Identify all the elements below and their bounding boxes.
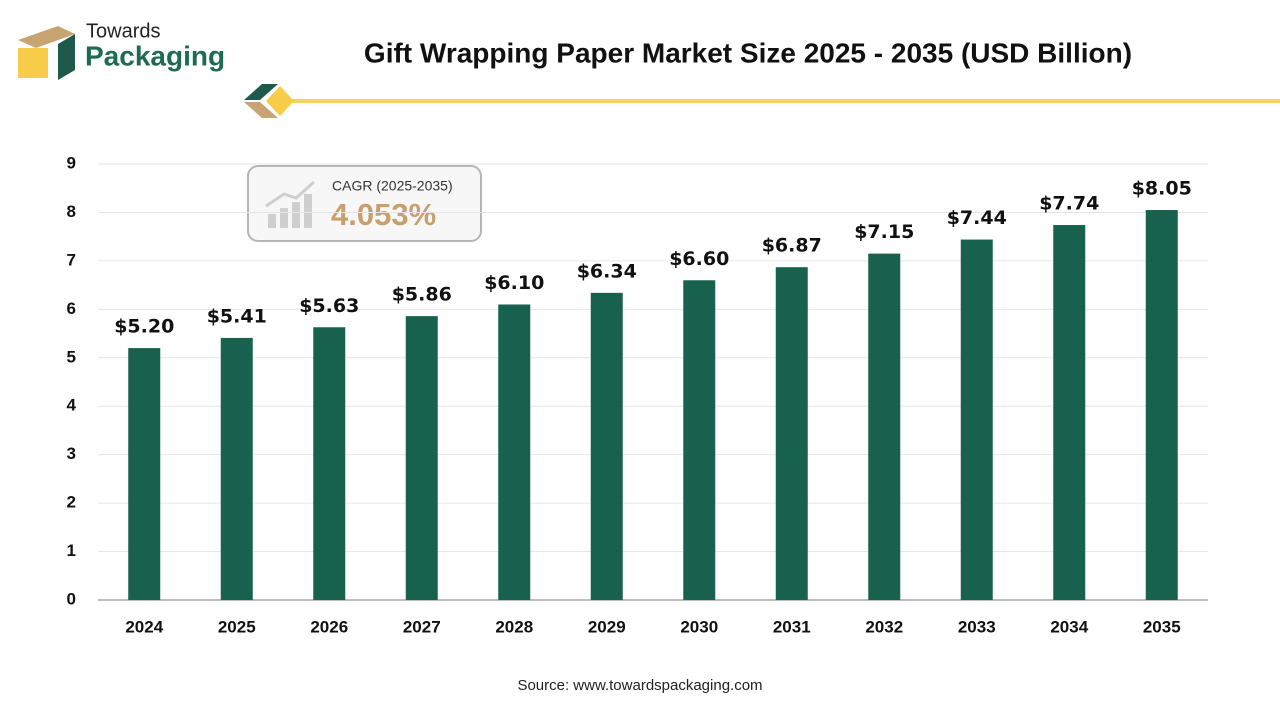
value-label: $5.63: [299, 295, 359, 317]
bar: [590, 292, 623, 600]
value-label: $6.60: [669, 248, 729, 270]
logo: Towards Packaging: [18, 20, 225, 80]
plot: 0 1 2 3 4 5 6 7 8 9 2024 $5.20 2025 $5.41 2026 $5.63 202…: [67, 153, 1208, 636]
x-tick-label: 2031: [773, 617, 811, 636]
chart-title: Gift Wrapping Paper Market Size 2025 - 2…: [364, 37, 1132, 68]
bar: [128, 348, 161, 600]
x-tick-label: 2034: [1050, 617, 1088, 636]
bar: [1145, 210, 1178, 600]
value-label: $7.44: [947, 207, 1007, 229]
y-tick-label: 6: [67, 299, 76, 318]
value-label: $6.34: [577, 260, 637, 282]
cagr-box: CAGR (2025-2035) 4.053%: [247, 165, 482, 242]
bar: [220, 337, 253, 600]
value-label: $6.10: [484, 272, 544, 294]
x-tick-label: 2028: [495, 617, 533, 636]
y-tick-label: 0: [67, 589, 76, 608]
bar: [868, 253, 901, 600]
logo-text: Towards: [86, 20, 160, 42]
x-tick-label: 2032: [865, 617, 903, 636]
header-divider: [244, 84, 1280, 118]
x-tick-label: 2033: [958, 617, 996, 636]
bar: [405, 316, 438, 600]
source: Source: www.towardspackaging.com: [517, 677, 762, 694]
y-tick-label: 9: [67, 153, 76, 172]
value-label: $7.15: [854, 221, 914, 243]
value-label: $8.05: [1132, 178, 1192, 200]
x-tick-label: 2027: [403, 617, 441, 636]
y-tick-label: 8: [67, 202, 76, 221]
y-tick-label: 3: [67, 444, 76, 463]
value-label: $5.20: [114, 316, 174, 338]
y-tick-label: 2: [67, 493, 76, 512]
cagr-label: CAGR (2025-2035): [332, 178, 453, 194]
value-label: $6.87: [762, 235, 822, 257]
x-tick-label: 2024: [125, 617, 163, 636]
x-tick-label: 2030: [680, 617, 718, 636]
bar: [775, 267, 808, 600]
value-label: $7.74: [1039, 193, 1099, 215]
bar: [683, 280, 716, 600]
logo-text: Packaging: [85, 40, 225, 71]
y-tick-label: 1: [67, 541, 76, 560]
bar: [313, 327, 346, 600]
value-label: $5.86: [392, 284, 452, 306]
y-tick-label: 4: [67, 396, 77, 415]
value-label: $5.41: [207, 305, 267, 327]
x-tick-label: 2035: [1143, 617, 1181, 636]
cagr-value: 4.053%: [331, 197, 436, 232]
bar: [1053, 225, 1086, 601]
bar: [960, 239, 993, 600]
x-tick-label: 2026: [310, 617, 348, 636]
bar: [498, 304, 531, 600]
y-tick-label: 7: [67, 250, 76, 269]
x-tick-label: 2029: [588, 617, 626, 636]
y-tick-label: 5: [67, 347, 76, 366]
x-tick-label: 2025: [218, 617, 256, 636]
